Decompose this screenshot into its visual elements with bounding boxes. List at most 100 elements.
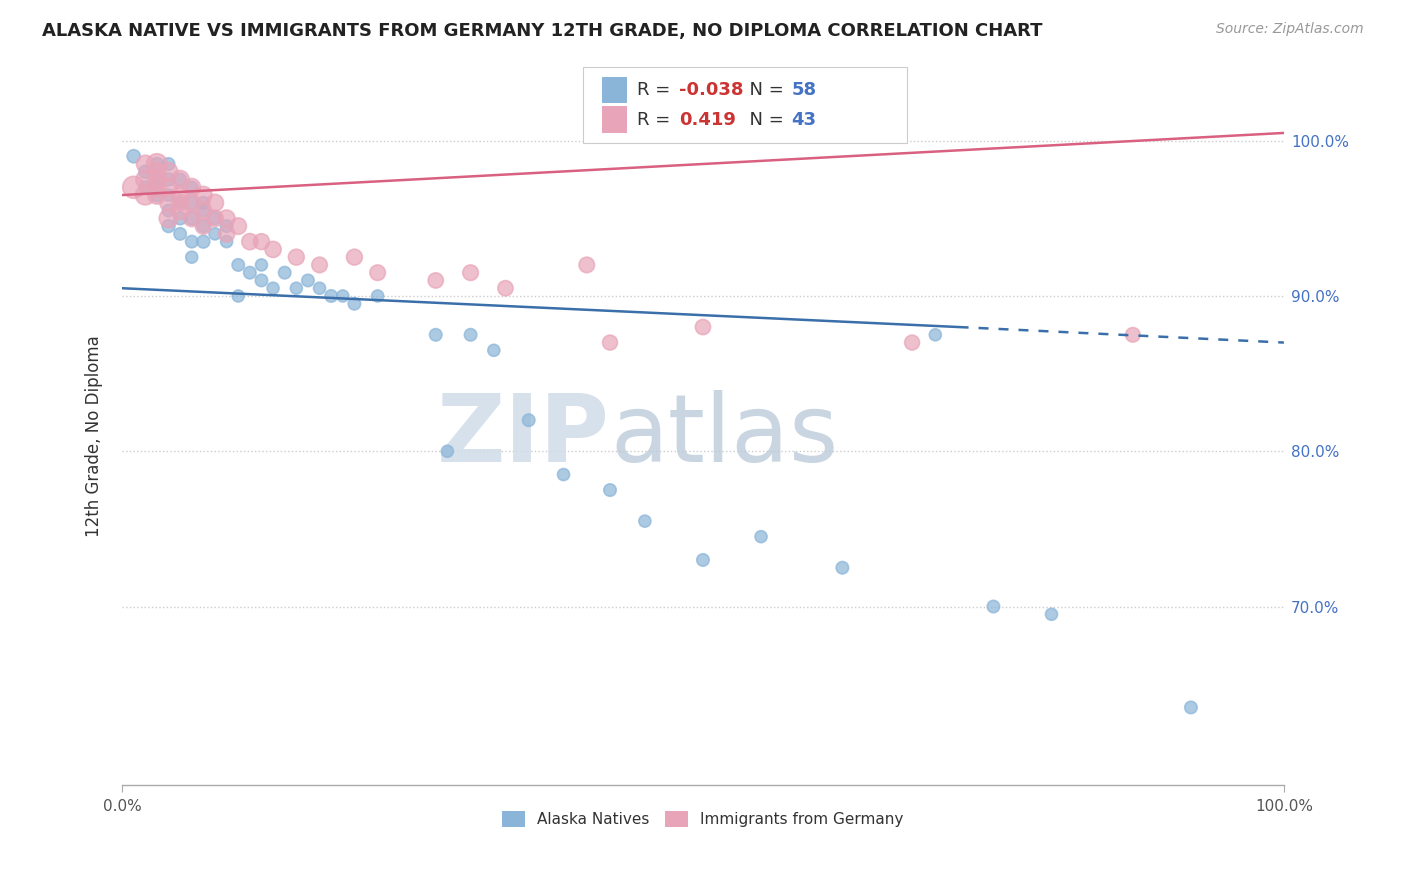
Point (831, 560, 853, 574)
Point (193, 219, 215, 233)
Point (157, 219, 180, 233)
Point (262, 281, 284, 295)
Point (204, 211, 226, 226)
Point (367, 289, 389, 303)
Point (924, 327, 946, 342)
Point (460, 327, 482, 342)
Text: R =: R = (637, 111, 676, 128)
Point (180, 211, 202, 226)
Point (482, 343, 505, 358)
Point (1122, 327, 1144, 342)
Point (226, 258, 249, 272)
Point (226, 219, 249, 233)
Point (157, 172, 180, 186)
Point (134, 165, 156, 179)
Point (749, 530, 772, 544)
Point (692, 553, 714, 567)
Point (204, 211, 226, 226)
Text: N =: N = (738, 81, 790, 99)
Point (226, 289, 249, 303)
Point (343, 250, 366, 264)
Point (169, 203, 191, 218)
Point (901, 335, 924, 350)
Point (122, 180, 145, 194)
Point (146, 180, 169, 194)
Point (634, 514, 657, 528)
Point (367, 266, 389, 280)
Point (250, 235, 273, 249)
Point (297, 273, 319, 287)
Text: 0.419: 0.419 (679, 111, 735, 128)
Point (436, 444, 458, 458)
Point (146, 172, 169, 186)
Point (169, 195, 191, 210)
Text: 58: 58 (792, 81, 817, 99)
Point (169, 172, 191, 186)
Point (193, 219, 215, 233)
Point (193, 203, 215, 218)
Point (308, 281, 330, 295)
Point (215, 235, 238, 249)
Point (204, 227, 226, 241)
Point (250, 258, 273, 272)
Point (692, 320, 714, 334)
Point (146, 157, 169, 171)
Point (180, 195, 202, 210)
Point (215, 227, 238, 241)
Point (575, 258, 598, 272)
Legend: Alaska Natives, Immigrants from Germany: Alaska Natives, Immigrants from Germany (496, 805, 910, 833)
Point (146, 188, 169, 202)
Point (180, 180, 202, 194)
Point (193, 195, 215, 210)
Point (343, 297, 366, 311)
Text: Source: ZipAtlas.com: Source: ZipAtlas.com (1216, 22, 1364, 37)
Point (146, 157, 169, 171)
Point (425, 273, 447, 287)
Text: ALASKA NATIVE VS IMMIGRANTS FROM GERMANY 12TH GRADE, NO DIPLOMA CORRELATION CHAR: ALASKA NATIVE VS IMMIGRANTS FROM GERMANY… (42, 22, 1043, 40)
Point (180, 235, 202, 249)
Point (239, 235, 262, 249)
Point (494, 281, 516, 295)
Point (553, 467, 575, 482)
Point (517, 413, 540, 427)
Text: N =: N = (738, 111, 790, 128)
Point (146, 172, 169, 186)
Point (599, 335, 621, 350)
Y-axis label: 12th Grade, No Diploma: 12th Grade, No Diploma (86, 334, 103, 537)
Point (169, 195, 191, 210)
Point (157, 157, 180, 171)
Point (204, 195, 226, 210)
Point (215, 211, 238, 226)
Point (180, 250, 202, 264)
Point (285, 250, 308, 264)
Point (157, 180, 180, 194)
Point (239, 266, 262, 280)
Point (180, 211, 202, 226)
Point (157, 188, 180, 202)
Point (308, 258, 330, 272)
Point (134, 180, 156, 194)
Point (273, 266, 295, 280)
Point (169, 227, 191, 241)
Point (157, 203, 180, 218)
Point (262, 243, 284, 257)
Point (157, 211, 180, 226)
Point (180, 180, 202, 194)
Point (134, 157, 156, 171)
Point (134, 172, 156, 186)
Point (193, 235, 215, 249)
Text: 43: 43 (792, 111, 817, 128)
Text: R =: R = (637, 81, 676, 99)
Point (332, 289, 354, 303)
Point (193, 203, 215, 218)
Point (134, 188, 156, 202)
Point (285, 281, 308, 295)
Point (983, 599, 1005, 614)
Point (146, 165, 169, 179)
Point (193, 188, 215, 202)
Point (157, 195, 180, 210)
Point (1040, 607, 1063, 622)
Point (425, 327, 447, 342)
Point (169, 211, 191, 226)
Point (215, 219, 238, 233)
